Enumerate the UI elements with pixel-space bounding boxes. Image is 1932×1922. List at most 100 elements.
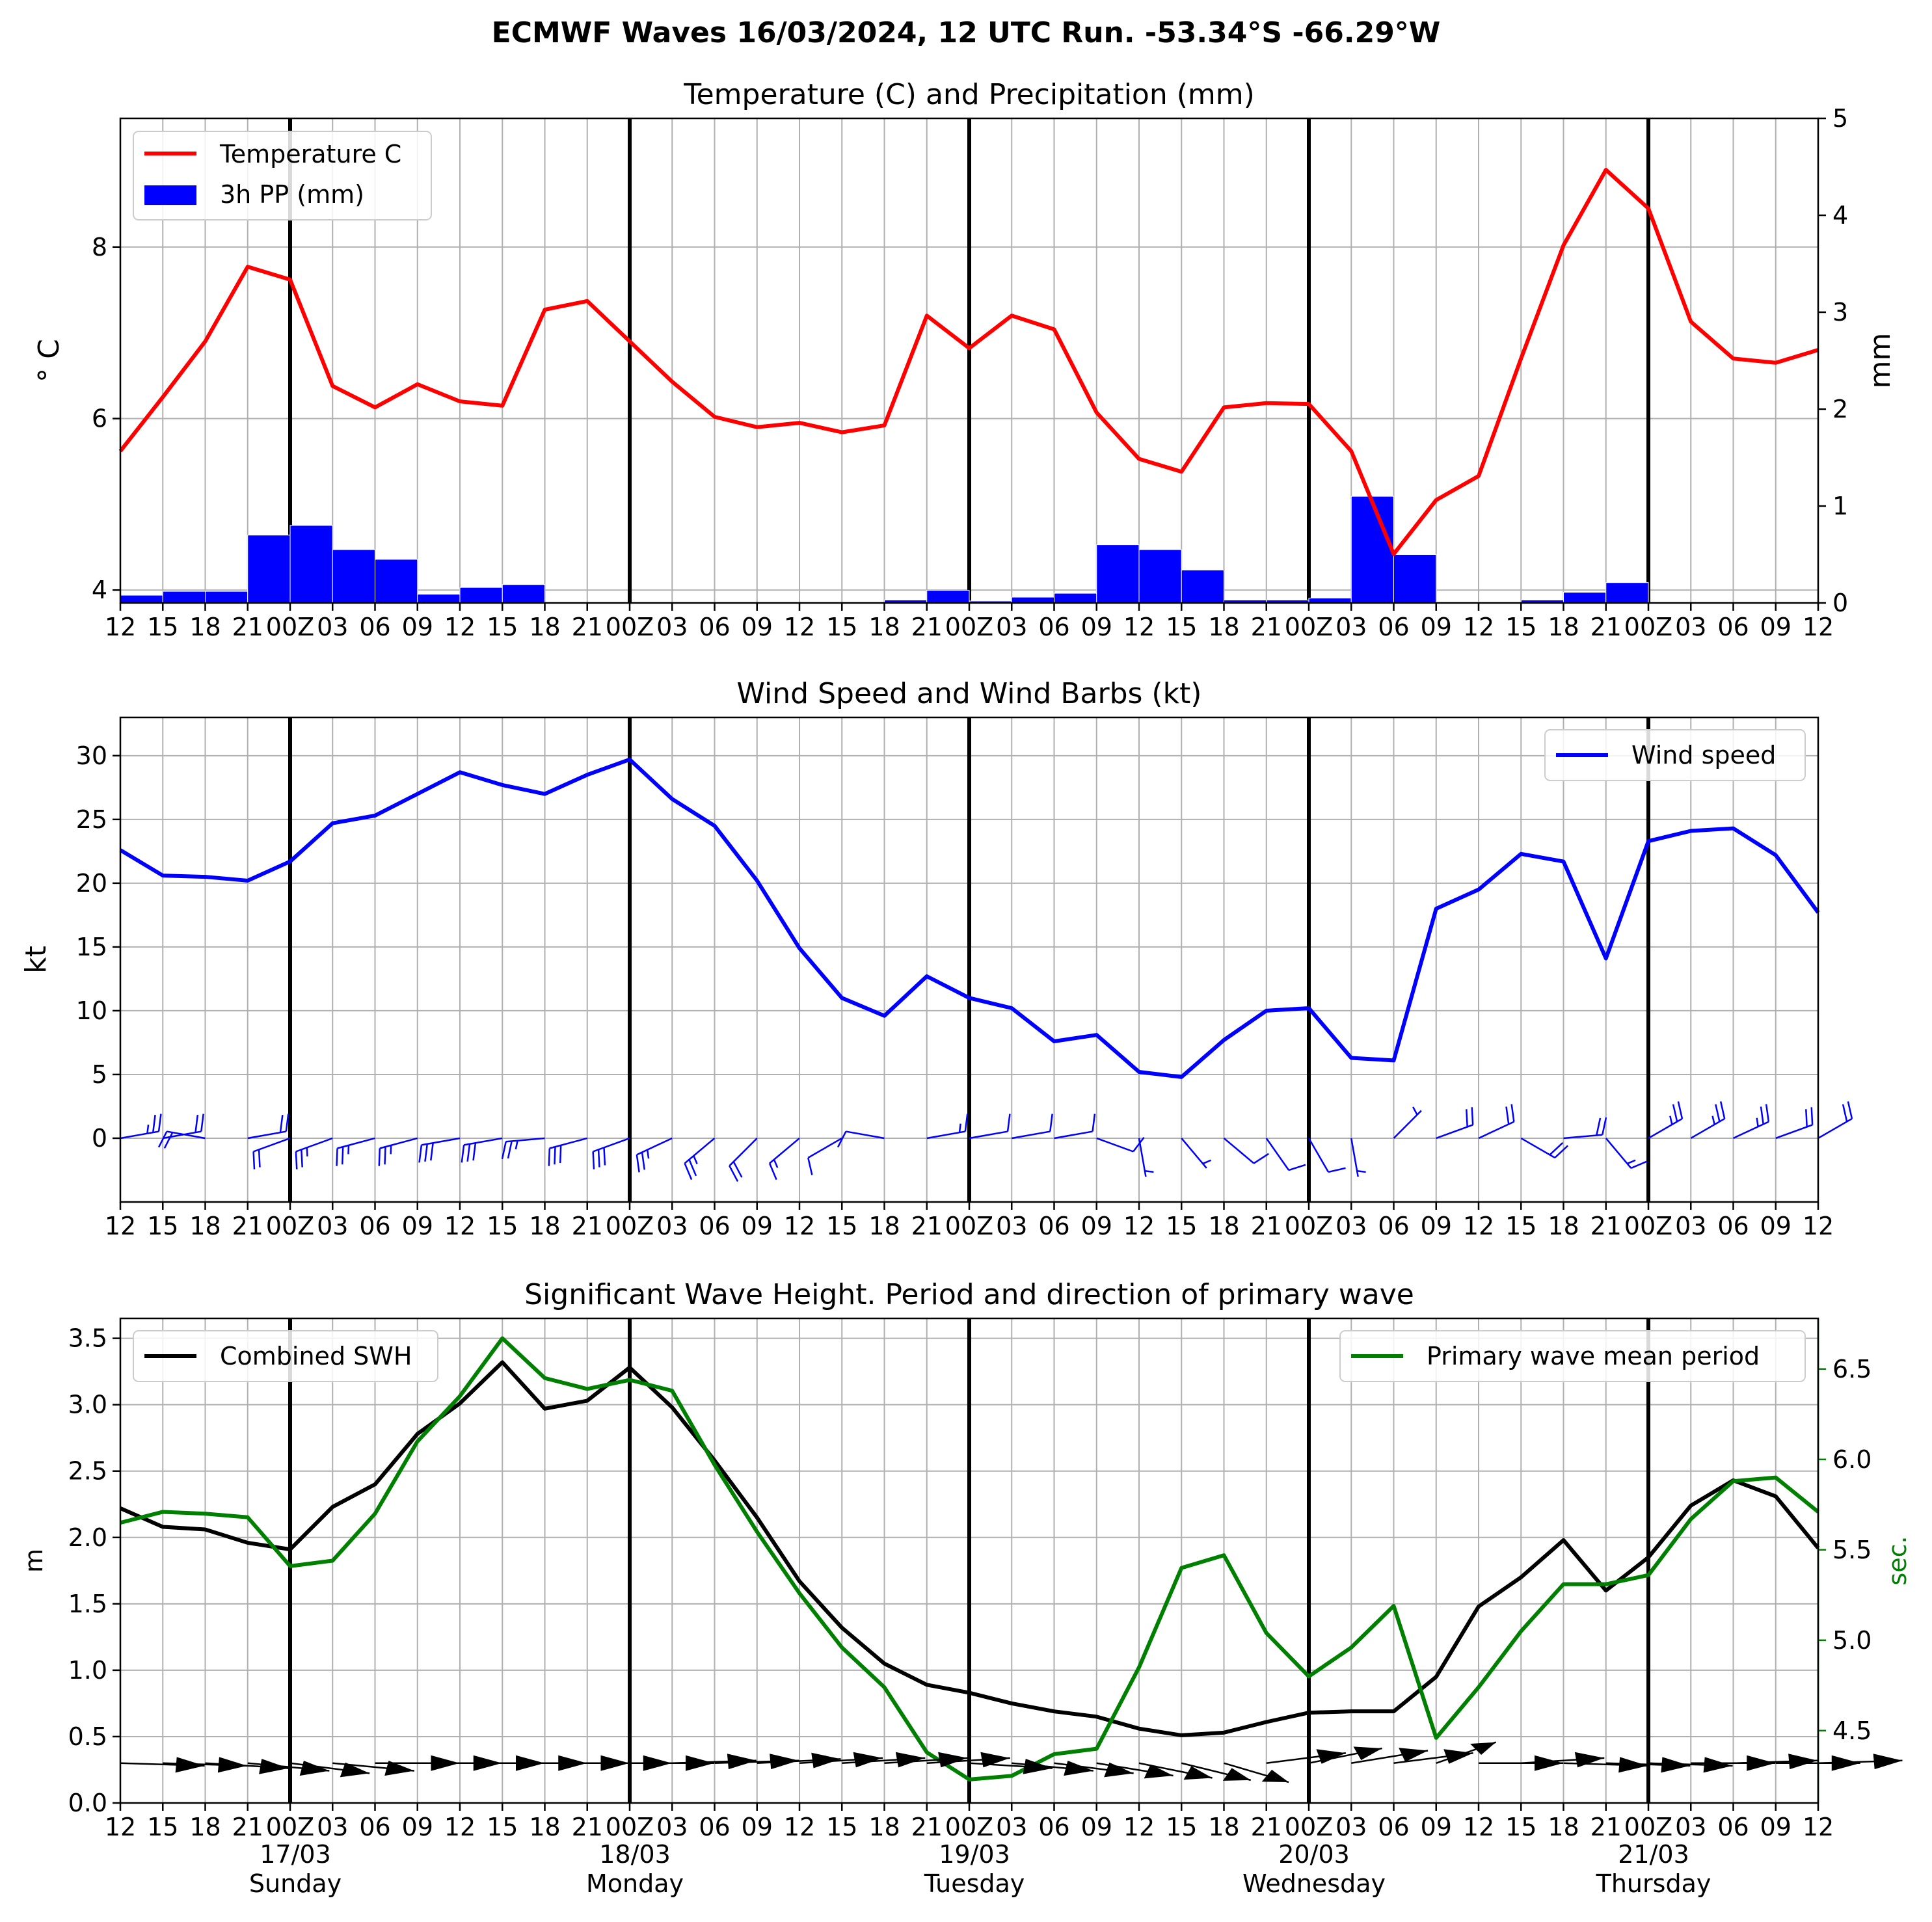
x-tick-label: 06 xyxy=(699,1212,730,1240)
wind-barb xyxy=(1096,1137,1145,1153)
wind-barb xyxy=(1818,1101,1853,1140)
y-tick-label: 10 xyxy=(76,996,107,1025)
wind-barb xyxy=(501,1137,545,1160)
x-tick-label: 09 xyxy=(1421,1813,1452,1841)
plot-frame xyxy=(119,117,1819,604)
wind-barb-staff xyxy=(421,1137,461,1146)
wave-direction-arrow xyxy=(630,1755,714,1771)
x-tick-label: 15 xyxy=(826,1212,857,1240)
wind-barb-staff xyxy=(1478,1121,1514,1140)
wind-barb-half-flag xyxy=(146,1125,150,1134)
x-tick-label: 21 xyxy=(232,1212,263,1240)
wind-barb-flag xyxy=(466,1143,471,1162)
x-tick-label: 18 xyxy=(529,613,560,641)
legend-label-temperature: Temperature C xyxy=(219,140,401,168)
x-tick-label: 15 xyxy=(1505,613,1536,641)
x-tick-label: 21 xyxy=(572,1212,603,1240)
y-tick-label: 25 xyxy=(76,805,107,834)
x-tick-label: 18 xyxy=(189,1813,221,1841)
x-tick-label: 00Z xyxy=(1285,1212,1333,1240)
arrow-head xyxy=(340,1762,370,1778)
wind-barb xyxy=(1648,1101,1684,1140)
x-tick-label: 09 xyxy=(1421,1212,1452,1240)
wind-barb xyxy=(1012,1114,1053,1140)
precip-bar xyxy=(247,535,291,604)
wind-barb xyxy=(378,1137,418,1166)
wind-barb-staff xyxy=(1732,1121,1769,1140)
x-tick-label: 15 xyxy=(147,613,178,641)
wind-barb-staff xyxy=(1054,1130,1093,1140)
precip-bar xyxy=(459,587,503,604)
x-tick-label: 12 xyxy=(105,613,136,641)
x-tick-label: 21 xyxy=(911,1813,943,1841)
wind-barb-flag xyxy=(1596,1117,1602,1136)
x-tick-label: 09 xyxy=(402,613,433,641)
wind-barb-flag xyxy=(1510,1104,1515,1122)
legend-right: Primary wave mean period xyxy=(1339,1330,1806,1382)
wind-barb-flag xyxy=(424,1143,429,1162)
precip-bar xyxy=(1096,544,1140,604)
x-tick-label: 03 xyxy=(1335,1813,1367,1841)
x-tick-label: 03 xyxy=(1675,1813,1706,1841)
weekday-label: Sunday xyxy=(249,1869,342,1898)
x-tick-label: 18 xyxy=(529,1212,560,1240)
wind-barb-flag xyxy=(1630,1160,1648,1169)
x-tick-label: 00Z xyxy=(266,1813,314,1841)
legend-left: Combined SWH xyxy=(133,1330,438,1382)
wave-direction-arrow xyxy=(1012,1760,1093,1776)
precip-bar xyxy=(1563,592,1607,604)
wind-barb-staff xyxy=(846,1130,885,1140)
wind-barb xyxy=(1393,1106,1422,1139)
precip-bar xyxy=(926,590,970,604)
x-tick-label: 21 xyxy=(1590,1813,1622,1841)
x-tick-label: 09 xyxy=(402,1212,433,1240)
wind-barb xyxy=(247,1114,289,1140)
wind-barb-staff xyxy=(1690,1117,1725,1140)
date-label: 20/03 xyxy=(1278,1840,1350,1869)
wind-barb-staff xyxy=(247,1130,287,1140)
x-tick-label: 18 xyxy=(868,613,900,641)
precip-bar xyxy=(332,549,375,604)
arrow-head xyxy=(1222,1768,1251,1781)
y2-tick-label: 6.0 xyxy=(1832,1445,1872,1474)
panel-2: Wind Speed and Wind Barbs (kt) 0 5 10 15 20 25… xyxy=(20,677,1853,1240)
wind-barb-flag xyxy=(559,1145,562,1164)
wind-barb-staff xyxy=(1308,1138,1330,1173)
date-label: 18/03 xyxy=(599,1840,671,1869)
wind-barb xyxy=(684,1138,716,1181)
wind-barb-flag xyxy=(1719,1101,1726,1119)
weekday-label: Tuesday xyxy=(924,1869,1025,1898)
arrow-head xyxy=(1144,1764,1174,1779)
x-tick-label: 06 xyxy=(1717,613,1749,641)
wave-direction-arrow xyxy=(1351,1748,1429,1765)
wind-speed-line xyxy=(119,757,1820,1079)
wind-barb-flag xyxy=(768,1163,777,1181)
y-tick-label: 3.5 xyxy=(68,1324,107,1353)
x-tick-label: 03 xyxy=(1675,1212,1706,1240)
x-tick-label: 06 xyxy=(1717,1212,1749,1240)
plot-frame xyxy=(119,1317,1819,1804)
x-tick-label: 09 xyxy=(1760,613,1791,641)
wave-direction-arrow xyxy=(1479,1755,1563,1771)
x-tick-label: 21 xyxy=(572,613,603,641)
x-tick-label: 18 xyxy=(1208,613,1239,641)
wind-barb-flag xyxy=(1466,1109,1468,1127)
y-tick-label: 0.0 xyxy=(68,1789,107,1817)
x-tick-label: 18 xyxy=(868,1813,900,1841)
x-tick-label: 06 xyxy=(1378,613,1409,641)
x-tick-label: 18 xyxy=(1548,613,1579,641)
plot-frame xyxy=(119,716,1819,1203)
arrow-head xyxy=(938,1752,968,1768)
wind-barb-staff xyxy=(1265,1138,1290,1171)
x-tick-label: 12 xyxy=(444,1813,476,1841)
x-tick-label: 15 xyxy=(1505,1813,1536,1841)
y-tick-label: 1.0 xyxy=(68,1656,107,1685)
wind-barb-staff xyxy=(926,1130,966,1140)
precip-bar xyxy=(162,591,206,604)
wind-barb-half-flag xyxy=(958,1123,961,1133)
wave-direction-arrow xyxy=(1181,1762,1252,1782)
y-tick-label: 2.5 xyxy=(68,1457,107,1486)
wind-barb-flag xyxy=(1253,1153,1269,1164)
weekday-label: Thursday xyxy=(1596,1869,1711,1898)
arrow-head xyxy=(1788,1754,1818,1770)
